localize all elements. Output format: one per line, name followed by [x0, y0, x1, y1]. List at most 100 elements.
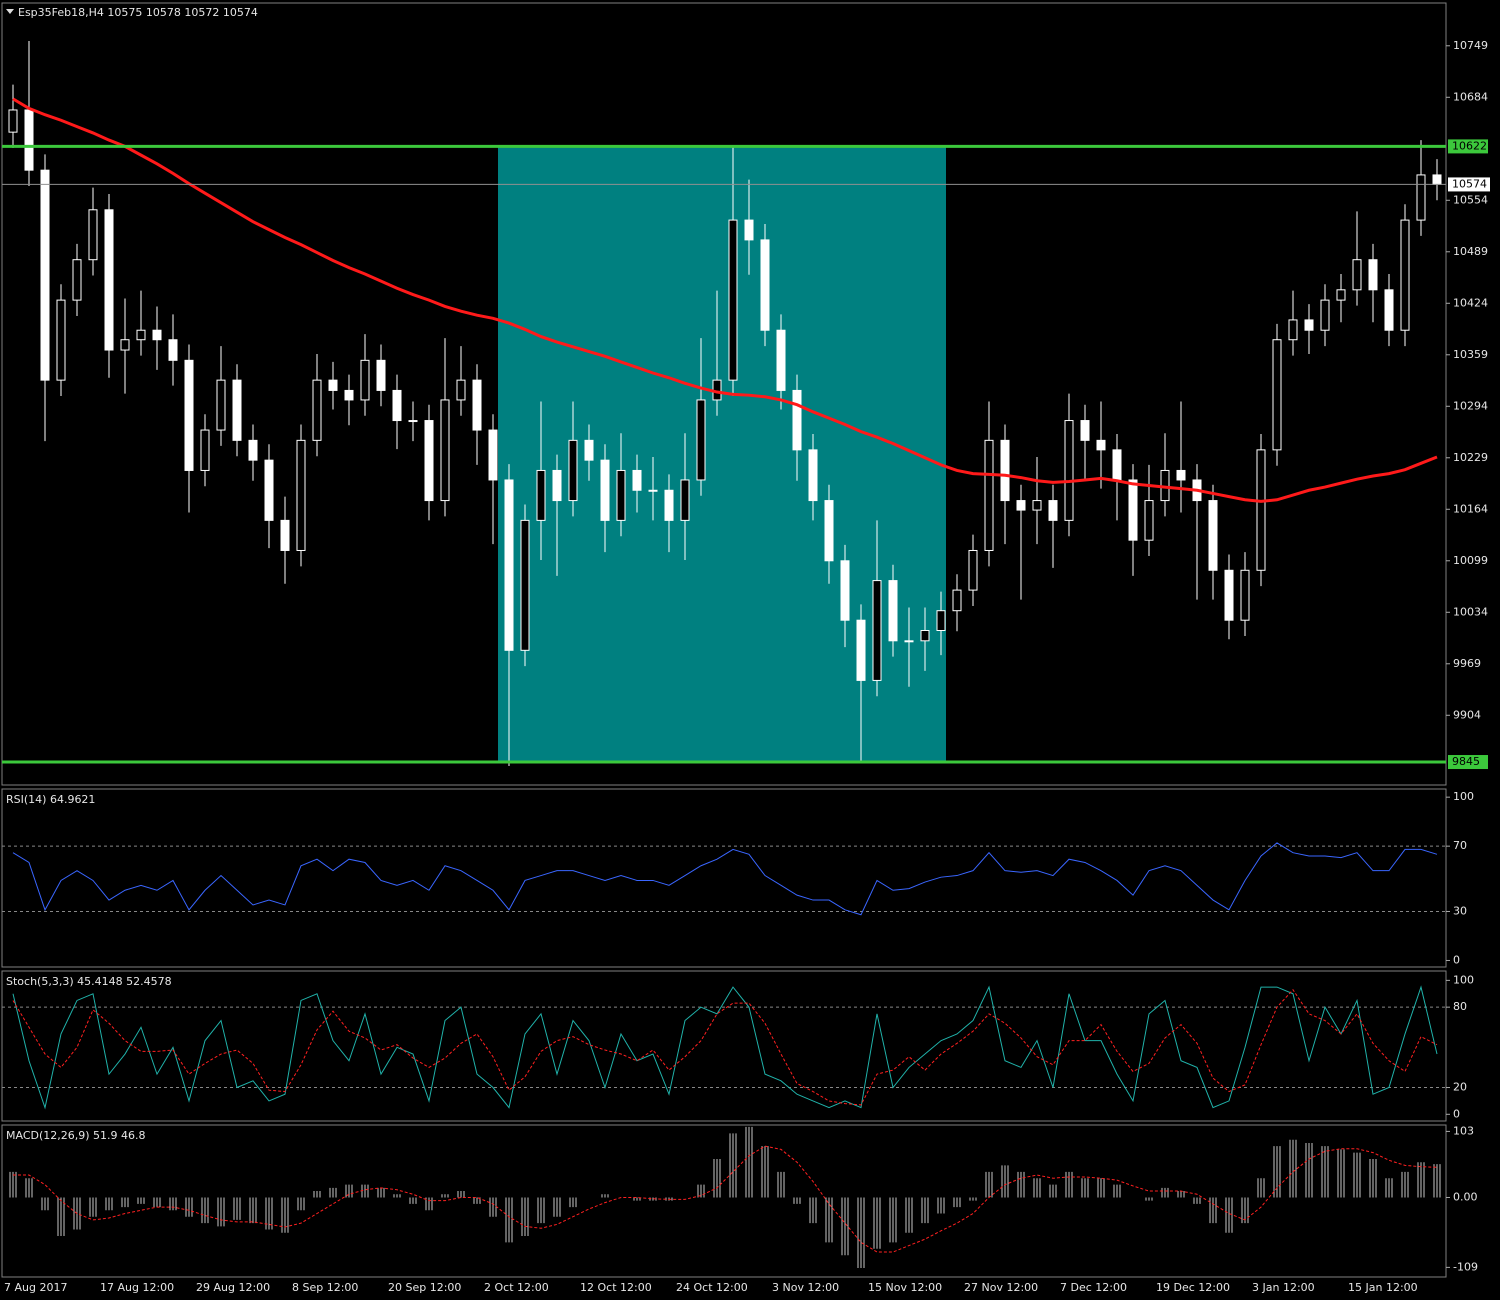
x-tick-label: 12 Oct 12:00	[580, 1281, 652, 1294]
level-label: 10622	[1452, 139, 1487, 152]
candle-body	[1336, 289, 1346, 301]
candle-body	[552, 469, 562, 502]
last-price-box	[1448, 177, 1490, 192]
indicator-title: RSI(14) 64.9621	[6, 793, 95, 806]
candle-body	[72, 259, 82, 301]
y-tick-label: 0.00	[1453, 1190, 1478, 1203]
y-tick-label: 10034	[1453, 605, 1488, 618]
y-tick-label: 10099	[1453, 554, 1488, 567]
candle-body	[1432, 174, 1442, 185]
candle-body	[24, 109, 34, 171]
y-tick-label: 10554	[1453, 193, 1488, 206]
candle-body	[1064, 420, 1074, 521]
candle-body	[1000, 439, 1010, 502]
candle-body	[1032, 500, 1042, 511]
candle-body	[824, 500, 834, 562]
candle-body	[1352, 259, 1362, 291]
candle-body	[728, 219, 738, 381]
y-tick-label: 20	[1453, 1081, 1467, 1094]
candle-body	[200, 429, 210, 471]
x-tick-label: 27 Nov 12:00	[964, 1281, 1038, 1294]
menu-triangle	[6, 9, 14, 14]
x-tick-label: 7 Aug 2017	[4, 1281, 67, 1294]
y-tick-label: -109	[1453, 1260, 1478, 1273]
candle-body	[664, 489, 674, 521]
candle-body	[1176, 469, 1186, 481]
level-label: 9845	[1452, 755, 1480, 768]
candle-body	[1224, 569, 1234, 621]
candle-body	[760, 239, 770, 331]
y-tick-label: 10294	[1453, 399, 1488, 412]
candle-body	[152, 329, 162, 341]
candle-body	[296, 439, 306, 551]
y-tick-label: 9969	[1453, 657, 1481, 670]
candle-body	[520, 519, 530, 651]
candle-body	[696, 399, 706, 481]
candle-body	[232, 379, 242, 441]
y-tick-label: 100	[1453, 790, 1474, 803]
candle-body	[280, 519, 290, 551]
candle-body	[856, 619, 866, 681]
candle-body	[328, 379, 338, 391]
candle-body	[1256, 449, 1266, 571]
x-tick-label: 20 Sep 12:00	[388, 1281, 461, 1294]
candle-body	[1208, 500, 1218, 571]
candle-body	[600, 459, 610, 521]
candle-body	[792, 389, 802, 451]
level-label-box	[1448, 139, 1488, 154]
x-tick-label: 8 Sep 12:00	[292, 1281, 358, 1294]
candle-body	[920, 630, 930, 642]
indicator-title: Stoch(5,3,3) 45.4148 52.4578	[6, 975, 172, 988]
candle-body	[872, 580, 882, 681]
candle-body	[1400, 219, 1410, 331]
candle-body	[1416, 174, 1426, 221]
candle-body	[1368, 259, 1378, 291]
y-tick-label: 70	[1453, 839, 1467, 852]
panel-frame	[1, 788, 1447, 968]
candle-body	[376, 359, 386, 391]
candle-body	[312, 379, 322, 441]
candle-body	[1112, 449, 1122, 481]
candle-body	[1384, 289, 1394, 331]
candle-body	[504, 479, 514, 651]
candle-body	[1144, 500, 1154, 541]
y-tick-label: 10229	[1453, 451, 1488, 464]
candle-body	[1240, 569, 1250, 621]
candle-body	[584, 439, 594, 461]
candle-body	[1304, 319, 1314, 331]
indicator-line	[12, 988, 1438, 1106]
y-tick-label: 10684	[1453, 90, 1488, 103]
candle-body	[344, 389, 354, 401]
y-tick-label: 100	[1453, 973, 1474, 986]
y-tick-label: 80	[1453, 1000, 1467, 1013]
y-tick-label: 10424	[1453, 296, 1488, 309]
x-tick-label: 19 Dec 12:00	[1156, 1281, 1230, 1294]
candle-body	[184, 359, 194, 471]
panel-frame	[1, 970, 1447, 1122]
candle-body	[8, 109, 18, 133]
x-tick-label: 2 Oct 12:00	[484, 1281, 549, 1294]
candle-body	[360, 359, 370, 401]
moving-average	[12, 97, 1438, 503]
macd-signal	[13, 1145, 1438, 1253]
last-price-label: 10574	[1452, 177, 1487, 190]
candle-body	[536, 469, 546, 521]
candle-body	[952, 589, 962, 612]
candle-body	[840, 560, 850, 621]
candle-body	[1288, 319, 1298, 341]
y-tick-label: 10489	[1453, 245, 1488, 258]
candle-body	[1272, 339, 1282, 451]
chart-title: Esp35Feb18,H4 10575 10578 10572 10574	[18, 6, 258, 19]
x-tick-label: 24 Oct 12:00	[676, 1281, 748, 1294]
candle-body	[984, 439, 994, 551]
x-tick-label: 17 Aug 12:00	[100, 1281, 174, 1294]
candle-body	[680, 479, 690, 521]
indicator-title: MACD(12,26,9) 51.9 46.8	[6, 1129, 146, 1142]
candle-body	[1096, 439, 1106, 451]
y-tick-label: 0	[1453, 953, 1460, 966]
candle-body	[632, 469, 642, 491]
candle-body	[408, 420, 418, 423]
y-tick-label: 103	[1453, 1124, 1474, 1137]
